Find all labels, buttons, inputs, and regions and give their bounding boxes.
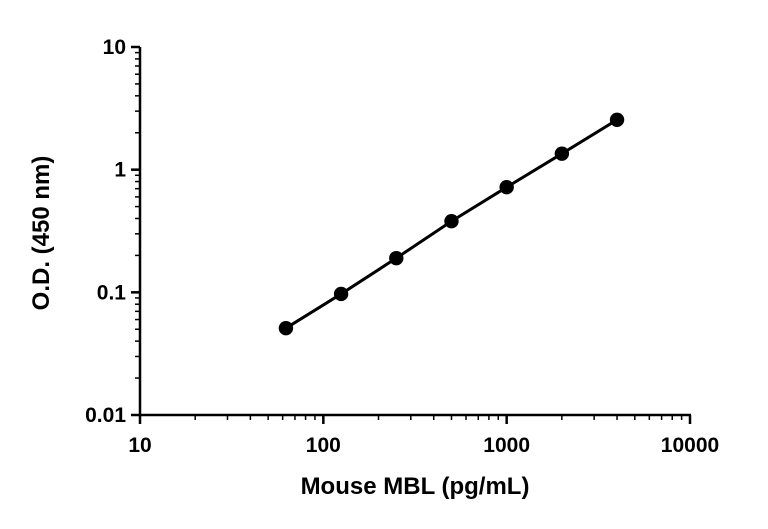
y-tick-label: 0.01 xyxy=(85,404,126,427)
data-point xyxy=(554,146,570,161)
y-tick-label: 1 xyxy=(114,159,126,182)
x-tick-label: 10 xyxy=(128,434,151,457)
data-point xyxy=(389,250,404,266)
data-point xyxy=(499,179,514,195)
x-tick-label: 100 xyxy=(306,434,341,457)
data-point xyxy=(333,286,349,302)
data-point xyxy=(444,214,459,229)
x-axis-title: Mouse MBL (pg/mL) xyxy=(300,473,530,500)
y-tick-label: 10 xyxy=(103,36,126,59)
x-tick-label: 1000 xyxy=(483,434,530,457)
data-point xyxy=(609,112,625,127)
x-tick-label: 10000 xyxy=(661,434,719,457)
y-tick-label: 0.1 xyxy=(97,281,127,304)
data-point xyxy=(278,321,294,336)
y-axis-title: O.D. (450 nm) xyxy=(28,155,55,311)
